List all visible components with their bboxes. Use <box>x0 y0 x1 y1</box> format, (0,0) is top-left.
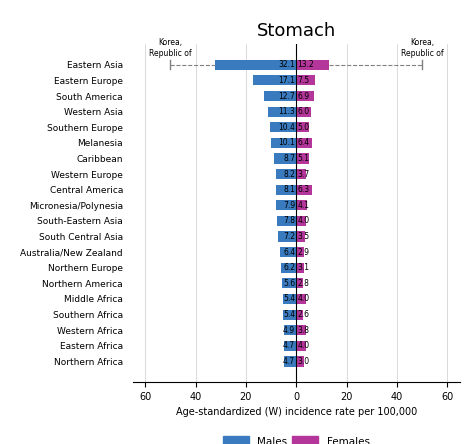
Text: 13.2: 13.2 <box>297 60 314 69</box>
Bar <box>296 75 315 86</box>
Text: 8.1: 8.1 <box>283 185 295 194</box>
Bar <box>276 200 296 210</box>
Bar <box>271 138 296 148</box>
Text: 4.7: 4.7 <box>283 341 295 350</box>
Text: 6.4: 6.4 <box>297 139 310 147</box>
Bar <box>296 325 306 335</box>
Text: 7.2: 7.2 <box>283 232 295 241</box>
Bar <box>296 169 306 179</box>
Bar <box>296 185 312 195</box>
Bar <box>296 122 309 132</box>
Text: 10.4: 10.4 <box>278 123 295 132</box>
Text: 4.0: 4.0 <box>297 341 310 350</box>
Bar <box>284 357 296 366</box>
Bar <box>264 91 296 101</box>
Text: 3.5: 3.5 <box>297 232 310 241</box>
Text: 2.6: 2.6 <box>297 310 309 319</box>
Text: 10.1: 10.1 <box>279 139 295 147</box>
Text: 32.1: 32.1 <box>279 60 295 69</box>
Bar <box>277 216 296 226</box>
Text: 4.9: 4.9 <box>283 326 295 335</box>
Bar <box>284 325 296 335</box>
Title: Stomach: Stomach <box>256 22 336 40</box>
Text: 5.4: 5.4 <box>283 294 295 304</box>
Bar <box>296 357 304 366</box>
Bar <box>283 294 296 304</box>
Text: 7.5: 7.5 <box>297 76 310 85</box>
Text: 7.8: 7.8 <box>283 216 295 226</box>
Text: 4.0: 4.0 <box>297 216 310 226</box>
Bar <box>296 138 312 148</box>
Bar <box>278 231 296 242</box>
Text: 17.1: 17.1 <box>279 76 295 85</box>
Bar <box>296 107 311 117</box>
Bar <box>276 185 296 195</box>
Text: 8.2: 8.2 <box>283 170 295 178</box>
Text: 7.9: 7.9 <box>283 201 295 210</box>
Bar <box>274 154 296 163</box>
Text: 6.3: 6.3 <box>297 185 310 194</box>
Bar <box>275 169 296 179</box>
Text: 5.6: 5.6 <box>283 279 295 288</box>
Bar <box>296 278 303 289</box>
Bar <box>296 247 303 257</box>
Text: 11.3: 11.3 <box>279 107 295 116</box>
Text: 4.0: 4.0 <box>297 294 310 304</box>
Text: 5.1: 5.1 <box>297 154 309 163</box>
Bar <box>216 60 296 70</box>
Text: 8.7: 8.7 <box>283 154 295 163</box>
Bar <box>253 75 296 86</box>
Bar <box>296 294 306 304</box>
Text: 4.1: 4.1 <box>297 201 309 210</box>
Bar <box>296 60 329 70</box>
Bar <box>280 247 296 257</box>
Text: 3.7: 3.7 <box>297 170 310 178</box>
Bar <box>296 263 304 273</box>
Bar <box>270 122 296 132</box>
Text: 3.0: 3.0 <box>297 357 310 366</box>
Text: 3.8: 3.8 <box>297 326 309 335</box>
Legend: Males, Females: Males, Females <box>219 432 374 444</box>
Bar <box>296 216 306 226</box>
Text: 2.8: 2.8 <box>297 279 309 288</box>
Bar <box>296 309 303 320</box>
Text: Korea,
Republic of: Korea, Republic of <box>401 38 443 58</box>
Bar <box>281 263 296 273</box>
Bar <box>296 91 314 101</box>
Bar <box>296 200 307 210</box>
Bar <box>283 309 296 320</box>
Text: 5.4: 5.4 <box>283 310 295 319</box>
Text: Korea,
Republic of: Korea, Republic of <box>149 38 192 58</box>
Text: 2.9: 2.9 <box>297 248 309 257</box>
Text: 5.0: 5.0 <box>297 123 310 132</box>
Bar <box>268 107 296 117</box>
Text: 3.1: 3.1 <box>297 263 309 272</box>
Text: 4.7: 4.7 <box>283 357 295 366</box>
Text: 6.2: 6.2 <box>283 263 295 272</box>
Bar <box>284 341 296 351</box>
X-axis label: Age-standardized (W) incidence rate per 100,000: Age-standardized (W) incidence rate per … <box>176 407 417 417</box>
Bar <box>296 341 306 351</box>
Bar <box>296 231 305 242</box>
Text: 6.4: 6.4 <box>283 248 295 257</box>
Bar <box>282 278 296 289</box>
Text: 12.7: 12.7 <box>279 91 295 100</box>
Text: 6.0: 6.0 <box>297 107 310 116</box>
Text: 6.9: 6.9 <box>297 91 310 100</box>
Bar <box>296 154 309 163</box>
